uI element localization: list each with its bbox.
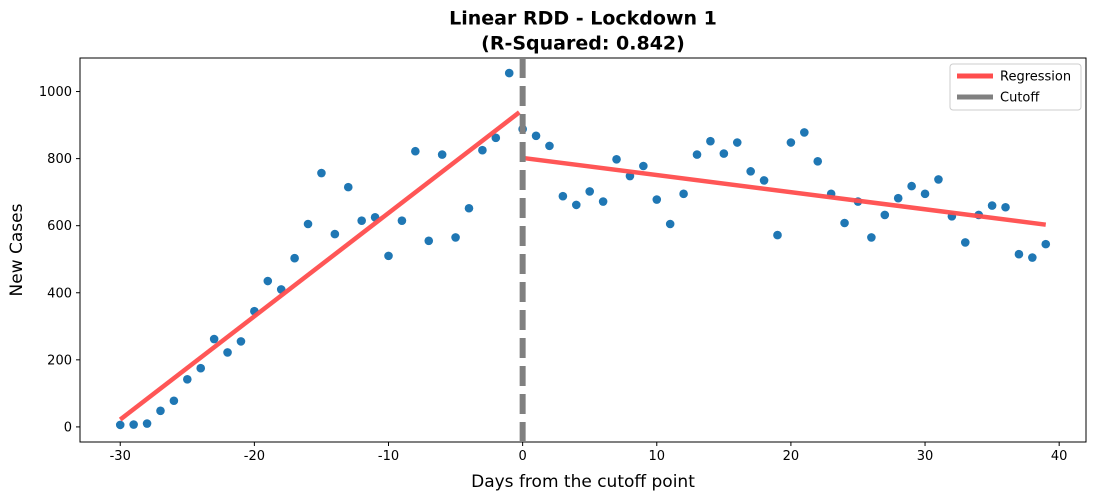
data-point	[1028, 253, 1037, 262]
data-point	[504, 68, 514, 78]
legend: Regression Cutoff	[949, 63, 1082, 111]
data-point	[746, 167, 755, 176]
data-point	[893, 193, 903, 203]
data-point	[169, 396, 179, 406]
chart-subtitle: (R-Squared: 0.842)	[481, 33, 685, 55]
data-point	[478, 145, 487, 155]
x-tick-label: 0	[518, 449, 526, 464]
data-point	[920, 189, 930, 199]
data-point	[142, 419, 152, 428]
data-point	[156, 406, 165, 416]
data-point	[706, 136, 715, 146]
data-point	[196, 363, 206, 373]
data-point	[786, 138, 796, 147]
data-point	[397, 216, 407, 225]
x-tick-label: 40	[1051, 449, 1068, 464]
data-point	[491, 133, 501, 143]
data-point	[907, 181, 916, 191]
data-point	[813, 156, 823, 166]
data-point	[773, 230, 782, 240]
data-point	[384, 251, 393, 261]
data-point	[571, 200, 581, 210]
axes-frame	[79, 57, 1087, 443]
data-point	[840, 218, 849, 228]
data-point	[867, 233, 876, 242]
data-point	[424, 236, 434, 246]
chart-title: Linear RDD - Lockdown 1	[449, 8, 717, 30]
x-tick-label: 20	[783, 449, 800, 464]
y-tick-label: 0	[64, 420, 72, 435]
legend-label: Cutoff	[1000, 91, 1040, 106]
regression-line	[522, 155, 1047, 227]
y-tick-label: 400	[47, 286, 72, 301]
data-point	[652, 195, 662, 204]
y-tick-label: 200	[47, 353, 72, 368]
data-point	[759, 176, 769, 185]
data-point	[679, 189, 688, 199]
y-tick-label: 600	[47, 219, 72, 234]
data-point	[437, 150, 447, 159]
data-point	[411, 146, 420, 156]
x-tick-label: 30	[917, 449, 934, 464]
plot-layer	[79, 57, 1087, 443]
data-point	[115, 420, 125, 430]
y-tick-label: 800	[47, 152, 72, 167]
plot-content	[115, 58, 1051, 442]
data-point	[317, 168, 326, 178]
data-point	[665, 219, 675, 229]
data-point	[800, 128, 809, 137]
data-point	[987, 201, 997, 210]
data-point	[343, 182, 353, 192]
data-point	[236, 337, 246, 346]
y-tick-label: 1000	[39, 85, 72, 100]
legend-label: Regression	[1000, 70, 1071, 85]
data-point	[1014, 249, 1024, 259]
x-tick-label: -10	[378, 449, 399, 464]
data-point	[290, 253, 299, 263]
data-point	[558, 191, 568, 201]
data-point	[209, 334, 219, 344]
data-point	[531, 131, 541, 141]
data-point	[303, 219, 313, 229]
regression-line	[118, 110, 521, 422]
data-point	[612, 154, 621, 164]
data-point	[960, 238, 970, 247]
x-tick-label: 10	[648, 449, 665, 464]
data-point	[598, 197, 608, 206]
data-point	[880, 210, 890, 220]
data-point	[732, 138, 742, 147]
x-tick-label: -30	[110, 449, 131, 464]
x-axis-label: Days from the cutoff point	[471, 472, 695, 492]
data-point	[934, 175, 943, 184]
data-point	[545, 141, 554, 151]
x-tick-label: -20	[244, 449, 265, 464]
data-point	[263, 276, 273, 286]
data-point	[357, 216, 366, 225]
data-point	[223, 348, 232, 357]
data-point	[1041, 239, 1051, 249]
y-axis-label: New Cases	[7, 203, 27, 296]
data-point	[183, 374, 192, 384]
data-point	[719, 149, 729, 158]
data-point	[585, 187, 595, 196]
data-point	[129, 420, 138, 429]
data-point	[1001, 202, 1010, 212]
data-point	[639, 161, 648, 171]
data-point	[330, 229, 340, 239]
data-point	[692, 150, 702, 159]
data-point	[464, 203, 474, 213]
data-point	[451, 233, 460, 242]
